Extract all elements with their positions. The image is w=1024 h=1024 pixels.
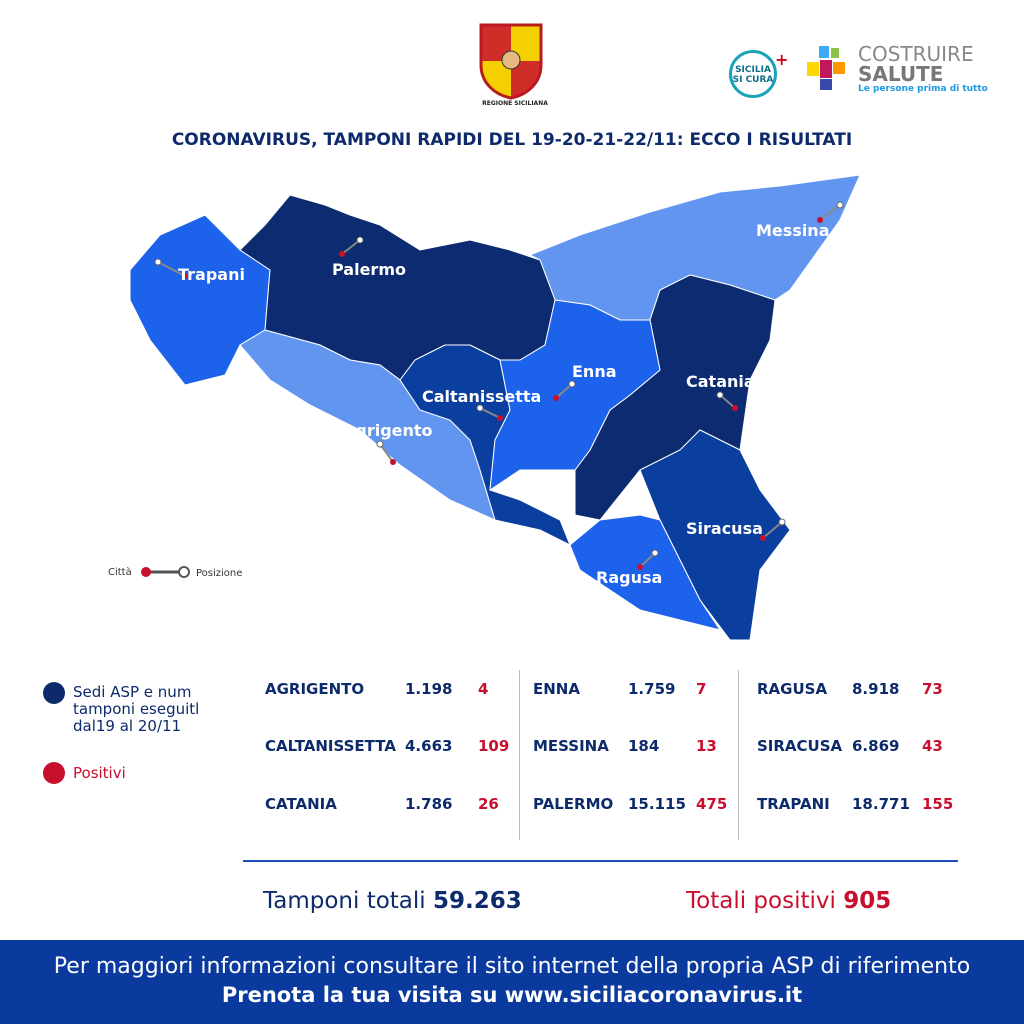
regione-siciliana-crest bbox=[479, 23, 543, 100]
table-province-cell: PALERMO bbox=[533, 795, 614, 813]
pin-line bbox=[479, 407, 501, 419]
city-marker-icon bbox=[553, 395, 559, 401]
positive-legend-label: Positivi bbox=[73, 764, 126, 782]
pin-line bbox=[379, 443, 394, 463]
city-marker-icon bbox=[817, 217, 823, 223]
table-positive-cell: 155 bbox=[922, 795, 954, 813]
totals-divider bbox=[243, 860, 958, 862]
red-cross-icon: + bbox=[775, 50, 789, 69]
province-enna[interactable] bbox=[489, 299, 661, 492]
table-province-cell: TRAPANI bbox=[757, 795, 830, 813]
page-title: CORONAVIRUS, TAMPONI RAPIDI DEL 19-20-21… bbox=[171, 130, 853, 150]
label-ragusa: Ragusa bbox=[596, 568, 662, 587]
column-divider bbox=[738, 670, 739, 840]
key-city-label: Città bbox=[108, 566, 132, 578]
costruire-salute-title: COSTRUIRE SALUTE bbox=[858, 42, 974, 86]
position-marker-icon bbox=[651, 549, 659, 557]
label-messina: Messina bbox=[756, 221, 830, 240]
asp-legend-dot bbox=[43, 682, 65, 704]
position-marker-icon bbox=[376, 440, 384, 448]
position-marker-icon bbox=[154, 258, 162, 266]
pin-line bbox=[819, 204, 841, 221]
total-tests: Tamponi totali 59.263 bbox=[263, 888, 522, 914]
table-positive-cell: 26 bbox=[478, 795, 499, 813]
city-marker-icon bbox=[732, 405, 738, 411]
table-positive-cell: 475 bbox=[696, 795, 728, 813]
table-province-cell: SIRACUSA bbox=[757, 737, 843, 755]
crest-label: REGIONE SICILIANA bbox=[482, 100, 548, 107]
sicily-map: Trapani Palermo Messina Enna Catania Cal… bbox=[108, 174, 861, 641]
label-trapani: Trapani bbox=[178, 265, 245, 284]
table-tests-cell: 8.918 bbox=[852, 680, 900, 698]
table-province-cell: CALTANISSETTA bbox=[265, 737, 396, 755]
province-caltanissetta[interactable] bbox=[399, 344, 571, 547]
label-agrigento: Agrigento bbox=[343, 421, 433, 440]
table-tests-cell: 184 bbox=[628, 737, 660, 755]
position-marker-icon bbox=[716, 391, 724, 399]
table-tests-cell: 6.869 bbox=[852, 737, 900, 755]
position-marker-icon bbox=[178, 566, 190, 578]
table-tests-cell: 4.663 bbox=[405, 737, 453, 755]
table-province-cell: ENNA bbox=[533, 680, 580, 698]
table-province-cell: MESSINA bbox=[533, 737, 609, 755]
label-palermo: Palermo bbox=[332, 260, 406, 279]
city-marker-icon bbox=[497, 415, 503, 421]
position-marker-icon bbox=[356, 236, 364, 244]
total-positive: Totali positivi 905 bbox=[686, 888, 892, 914]
positive-legend-dot bbox=[43, 762, 65, 784]
costruire-salute-tagline: Le persone prima di tutto bbox=[858, 84, 988, 94]
city-marker-icon bbox=[182, 273, 188, 279]
city-marker-icon bbox=[760, 535, 766, 541]
table-tests-cell: 1.759 bbox=[628, 680, 676, 698]
label-caltanissetta: Caltanissetta bbox=[422, 387, 541, 406]
city-marker-icon bbox=[339, 251, 345, 257]
pin-line bbox=[555, 383, 573, 399]
footer-banner: Per maggiori informazioni consultare il … bbox=[0, 940, 1024, 1024]
table-tests-cell: 1.198 bbox=[405, 680, 453, 698]
table-province-cell: RAGUSA bbox=[757, 680, 828, 698]
pin-line bbox=[341, 239, 361, 255]
costruire-salute-logo-mark bbox=[807, 46, 845, 90]
table-positive-cell: 73 bbox=[922, 680, 943, 698]
table-tests-cell: 18.771 bbox=[852, 795, 910, 813]
asp-legend-label: Sedi ASP e num tamponi eseguitl dal19 al… bbox=[73, 683, 200, 735]
table-positive-cell: 109 bbox=[478, 737, 510, 755]
city-marker-icon bbox=[390, 459, 396, 465]
position-marker-icon bbox=[778, 518, 786, 526]
table-positive-cell: 4 bbox=[478, 680, 489, 698]
table-positive-cell: 43 bbox=[922, 737, 943, 755]
table-tests-cell: 1.786 bbox=[405, 795, 453, 813]
label-enna: Enna bbox=[572, 362, 617, 381]
footer-booking-link[interactable]: Prenota la tua visita su www.siciliacoro… bbox=[221, 983, 803, 1007]
province-siracusa[interactable] bbox=[639, 429, 791, 641]
city-marker-icon bbox=[637, 564, 643, 570]
position-marker-icon bbox=[568, 380, 576, 388]
table-positive-cell: 7 bbox=[696, 680, 707, 698]
pin-line bbox=[762, 521, 783, 539]
sicilia-si-cura-logo: SICILIA SI CURA bbox=[729, 50, 777, 98]
label-catania: Catania bbox=[686, 372, 755, 391]
label-siracusa: Siracusa bbox=[686, 519, 763, 538]
table-positive-cell: 13 bbox=[696, 737, 717, 755]
province-ragusa[interactable] bbox=[569, 514, 722, 631]
position-marker-icon bbox=[476, 404, 484, 412]
pin-line bbox=[157, 261, 186, 277]
position-marker-icon bbox=[836, 201, 844, 209]
city-marker-icon bbox=[141, 567, 151, 577]
column-divider bbox=[519, 670, 520, 840]
table-province-cell: AGRIGENTO bbox=[265, 680, 365, 698]
footer-info: Per maggiori informazioni consultare il … bbox=[53, 954, 971, 979]
table-province-cell: CATANIA bbox=[265, 795, 337, 813]
key-position-label: Posizione bbox=[196, 568, 242, 579]
table-tests-cell: 15.115 bbox=[628, 795, 686, 813]
